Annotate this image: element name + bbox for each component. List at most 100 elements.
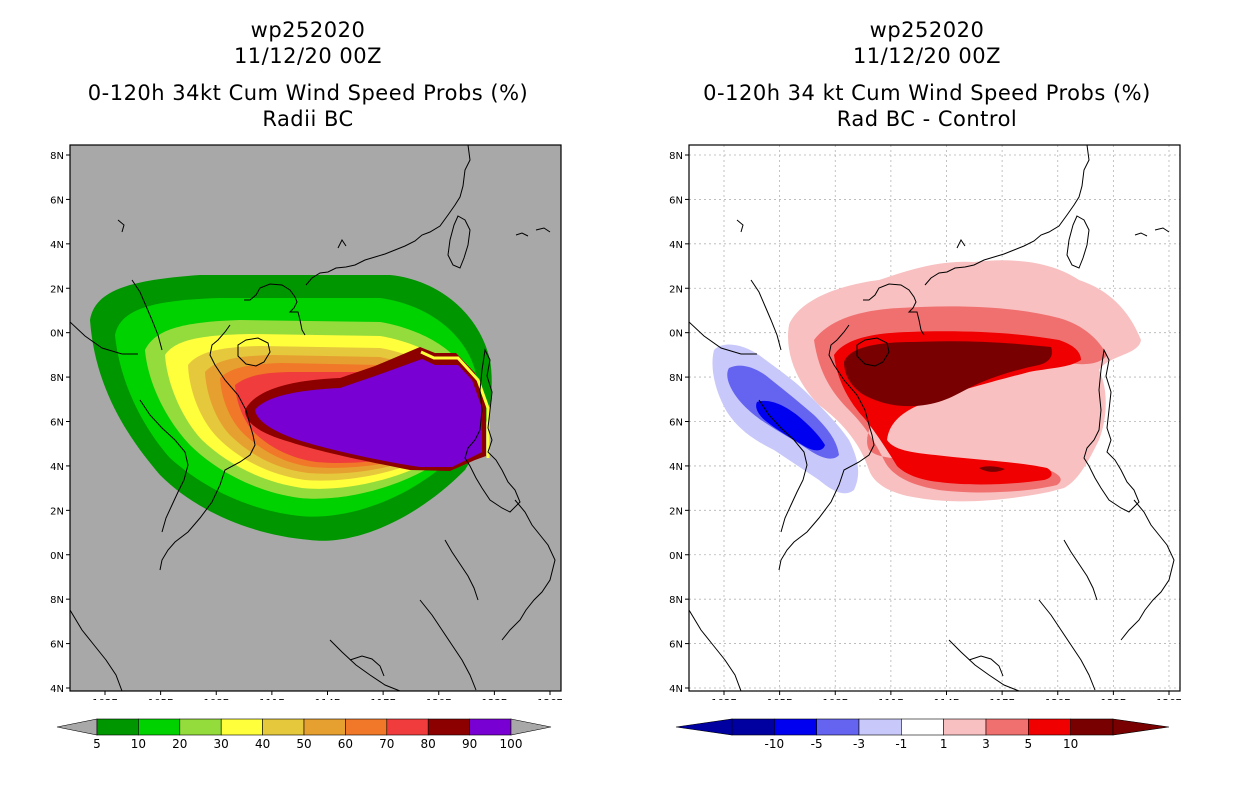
colorbar-label: 80 bbox=[421, 737, 436, 751]
colorbar-swatch bbox=[901, 718, 944, 736]
colorbar-label: 100 bbox=[500, 737, 523, 751]
colorbar-swatch bbox=[1028, 718, 1071, 736]
lat-label: 18N bbox=[669, 373, 683, 384]
lat-label: 4N bbox=[50, 684, 64, 695]
diff-band-gt10-small bbox=[979, 466, 1005, 472]
colorbar-label: -5 bbox=[811, 737, 823, 751]
lon-label: 114E bbox=[315, 698, 340, 700]
lat-label: 20N bbox=[50, 329, 64, 340]
right-title-datetime: 11/12/20 00Z bbox=[852, 44, 1002, 68]
colorbar-swatch bbox=[345, 718, 388, 736]
lon-label: 123E bbox=[1101, 698, 1126, 700]
colorbar-swatch bbox=[262, 718, 305, 736]
lon-label: 117E bbox=[370, 698, 395, 700]
colorbar-swatch bbox=[138, 718, 181, 736]
diff-band-neg5-10 bbox=[756, 400, 825, 451]
lat-label: 6N bbox=[669, 640, 683, 651]
prob-edge-yellow bbox=[420, 350, 490, 458]
colorbar-left-arrow bbox=[56, 718, 98, 736]
lon-label: 126E bbox=[1156, 698, 1181, 700]
left-lat-axis: 28N 26N 24N 22N 20N 18N 16N 14N 12N 10N 8N 6N 4N bbox=[50, 151, 70, 695]
lat-label: 8N bbox=[50, 595, 64, 606]
lat-label: 22N bbox=[50, 284, 64, 295]
right-title: wp252020 11/12/20 00Z 0-120h 34 kt Cum W… bbox=[677, 17, 1177, 132]
colorbar-label: 10 bbox=[1063, 737, 1078, 751]
colorbar-label: 3 bbox=[982, 737, 990, 751]
lat-label: 24N bbox=[50, 240, 64, 251]
lat-label: 26N bbox=[669, 195, 683, 206]
colorbar-right-arrow bbox=[1112, 718, 1170, 736]
colorbar-swatch bbox=[731, 718, 775, 736]
colorbar-left-arrow bbox=[675, 718, 733, 736]
colorbar-label: -1 bbox=[895, 737, 907, 751]
right-colorbar: -10 -5 -3 -1 1 3 5 10 bbox=[675, 718, 1170, 751]
colorbar-swatch bbox=[386, 718, 429, 736]
right-title-storm-id: wp252020 bbox=[869, 18, 985, 42]
right-lon-axis: 102E 105E 108E 111E 114E 117E 120E 123E 126E bbox=[711, 691, 1182, 700]
colorbar-swatch bbox=[816, 718, 860, 736]
lon-label: 108E bbox=[823, 698, 848, 700]
colorbar-swatch bbox=[303, 718, 346, 736]
colorbar-label: 50 bbox=[296, 737, 311, 751]
lon-label: 105E bbox=[767, 698, 792, 700]
lon-label: 117E bbox=[989, 698, 1014, 700]
lon-label: 108E bbox=[204, 698, 229, 700]
colorbar-label: 5 bbox=[93, 737, 101, 751]
left-title-storm-id: wp252020 bbox=[250, 18, 366, 42]
lat-label: 10N bbox=[669, 551, 683, 562]
lon-label: 126E bbox=[537, 698, 562, 700]
left-lon-axis: 102E 105E 108E 111E 114E 117E 120E 123E 126E bbox=[92, 691, 563, 700]
colorbar-swatch bbox=[469, 718, 512, 736]
lat-label: 12N bbox=[669, 506, 683, 517]
left-title-datetime: 11/12/20 00Z bbox=[233, 44, 383, 68]
colorbar-label: 30 bbox=[214, 737, 229, 751]
lat-label: 12N bbox=[50, 506, 64, 517]
right-title-subtitle: Rad BC - Control bbox=[836, 107, 1018, 131]
lon-label: 102E bbox=[711, 698, 736, 700]
lat-label: 16N bbox=[669, 418, 683, 429]
right-coastlines bbox=[689, 145, 1175, 691]
right-lat-axis: 28N 26N 24N 22N 20N 18N 16N 14N 12N 10N 8N 6N 4N bbox=[669, 151, 689, 695]
left-title: wp252020 11/12/20 00Z 0-120h 34kt Cum Wi… bbox=[58, 17, 558, 132]
colorbar-label: 90 bbox=[462, 737, 477, 751]
colorbar-swatch bbox=[858, 718, 902, 736]
prob-band-90-100 bbox=[255, 359, 482, 467]
left-map-frame bbox=[69, 144, 562, 692]
lon-label: 105E bbox=[148, 698, 173, 700]
lon-label: 111E bbox=[259, 698, 284, 700]
colorbar-swatch bbox=[943, 718, 987, 736]
left-map: 28N 26N 24N 22N 20N 18N 16N 14N 12N 10N 8N 6N 4N 102… bbox=[50, 144, 563, 700]
lat-label: 10N bbox=[50, 551, 64, 562]
colorbar-swatch bbox=[179, 718, 222, 736]
left-title-product: 0-120h 34kt Cum Wind Speed Probs (%) bbox=[87, 81, 529, 105]
lat-label: 24N bbox=[669, 240, 683, 251]
colorbar-label: -10 bbox=[765, 737, 785, 751]
colorbar-label: 5 bbox=[1025, 737, 1033, 751]
right-map-frame bbox=[688, 144, 1181, 692]
colorbar-swatch bbox=[774, 718, 817, 736]
colorbar-label: 10 bbox=[131, 737, 146, 751]
lon-label: 111E bbox=[878, 698, 903, 700]
colorbar-label: 1 bbox=[940, 737, 948, 751]
left-title-subtitle: Radii BC bbox=[262, 107, 354, 131]
colorbar-label: -3 bbox=[853, 737, 865, 751]
colorbar-swatch bbox=[427, 718, 470, 736]
right-map: 28N 26N 24N 22N 20N 18N 16N 14N 12N 10N 8N 6N 4N 102… bbox=[669, 144, 1182, 700]
colorbar-label: 20 bbox=[172, 737, 187, 751]
lon-label: 120E bbox=[426, 698, 451, 700]
lat-label: 28N bbox=[669, 151, 683, 162]
lat-label: 20N bbox=[669, 329, 683, 340]
lat-label: 6N bbox=[50, 640, 64, 651]
lat-label: 18N bbox=[50, 373, 64, 384]
right-map-grid bbox=[689, 145, 1180, 691]
colorbar-label: 40 bbox=[255, 737, 270, 751]
colorbar-label: 60 bbox=[338, 737, 353, 751]
colorbar-swatch bbox=[1070, 718, 1114, 736]
lon-label: 120E bbox=[1045, 698, 1070, 700]
lat-label: 4N bbox=[669, 684, 683, 695]
lat-label: 16N bbox=[50, 418, 64, 429]
colorbar-label: 70 bbox=[379, 737, 394, 751]
lat-label: 8N bbox=[669, 595, 683, 606]
colorbar-swatch bbox=[220, 718, 263, 736]
diff-band-gt10 bbox=[844, 341, 1053, 407]
